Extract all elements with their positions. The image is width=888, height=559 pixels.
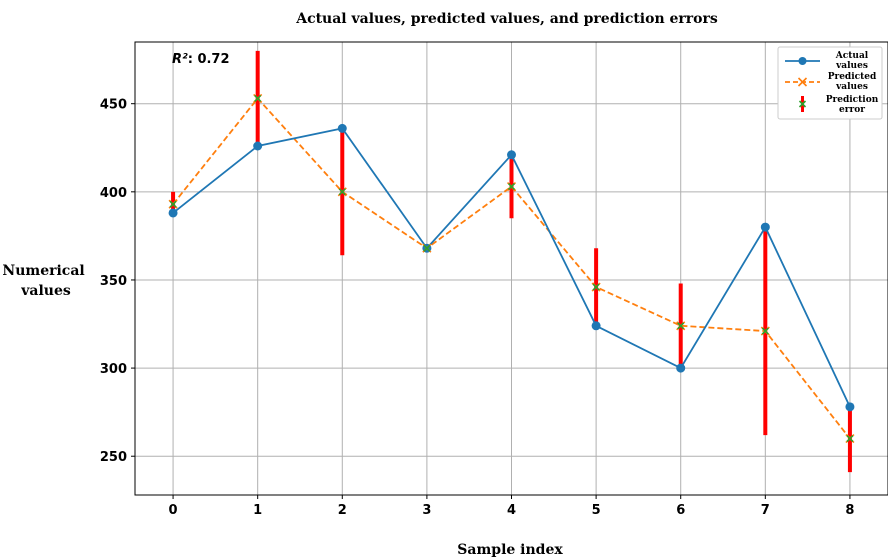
error-marker	[677, 322, 685, 330]
y-axis-label-line-2: values	[20, 283, 71, 299]
y-tick-label: 350	[100, 274, 127, 289]
r2-annotation: R²: 0.72	[172, 52, 230, 67]
error-marker	[423, 244, 431, 252]
legend-label-error: Prediction error	[826, 95, 879, 115]
x-tick-label: 3	[422, 503, 431, 518]
legend-marker-actual	[798, 57, 807, 65]
predicted-line	[172, 97, 851, 440]
actual-point	[337, 123, 347, 133]
x-tick-label: 0	[169, 503, 178, 518]
x-tick-label: 6	[676, 503, 685, 518]
x-tick-label: 8	[845, 503, 854, 518]
error-marker	[592, 283, 600, 291]
error-marker	[338, 188, 346, 196]
error-marker	[169, 200, 177, 208]
actual-point	[507, 150, 516, 160]
actual-point	[676, 363, 686, 373]
error-marker	[254, 94, 262, 102]
x-axis-label: Sample index	[457, 542, 563, 558]
r2-annotation-prefix: R²	[172, 52, 188, 67]
actual-point	[591, 321, 601, 331]
x-tick-label: 5	[592, 503, 601, 518]
legend-marker-predicted	[797, 77, 808, 87]
y-ticks: 250 300 350 400 450	[100, 98, 135, 465]
error-marker	[507, 182, 516, 191]
legend-marker-error	[798, 100, 807, 108]
y-tick-label: 250	[100, 450, 127, 465]
r2-annotation-value: : 0.72	[188, 52, 230, 67]
y-axis-label: Numerical values	[2, 263, 89, 299]
x-tick-label: 7	[761, 503, 770, 518]
x-tick-label: 2	[338, 503, 347, 518]
actual-point	[760, 222, 770, 232]
series-layer	[168, 93, 855, 444]
x-tick-label: 1	[253, 503, 262, 518]
legend-label-predicted: Predicted values	[828, 72, 877, 92]
x-tick-label: 4	[507, 503, 516, 518]
y-axis-label-line-1: Numerical	[2, 263, 84, 279]
actual-point	[845, 402, 855, 412]
error-marker	[846, 435, 854, 443]
actual-point	[168, 208, 178, 218]
x-ticks: 0 1 2 3 4 5 6 7 8	[169, 495, 854, 518]
y-tick-label: 450	[100, 98, 127, 113]
error-marker	[761, 327, 769, 335]
y-tick-label: 400	[100, 186, 127, 201]
legend-label-actual: Actual values	[835, 51, 869, 71]
chart-title: Actual values, predicted values, and pre…	[295, 11, 718, 27]
y-tick-label: 300	[100, 362, 127, 377]
actual-point	[253, 141, 263, 151]
